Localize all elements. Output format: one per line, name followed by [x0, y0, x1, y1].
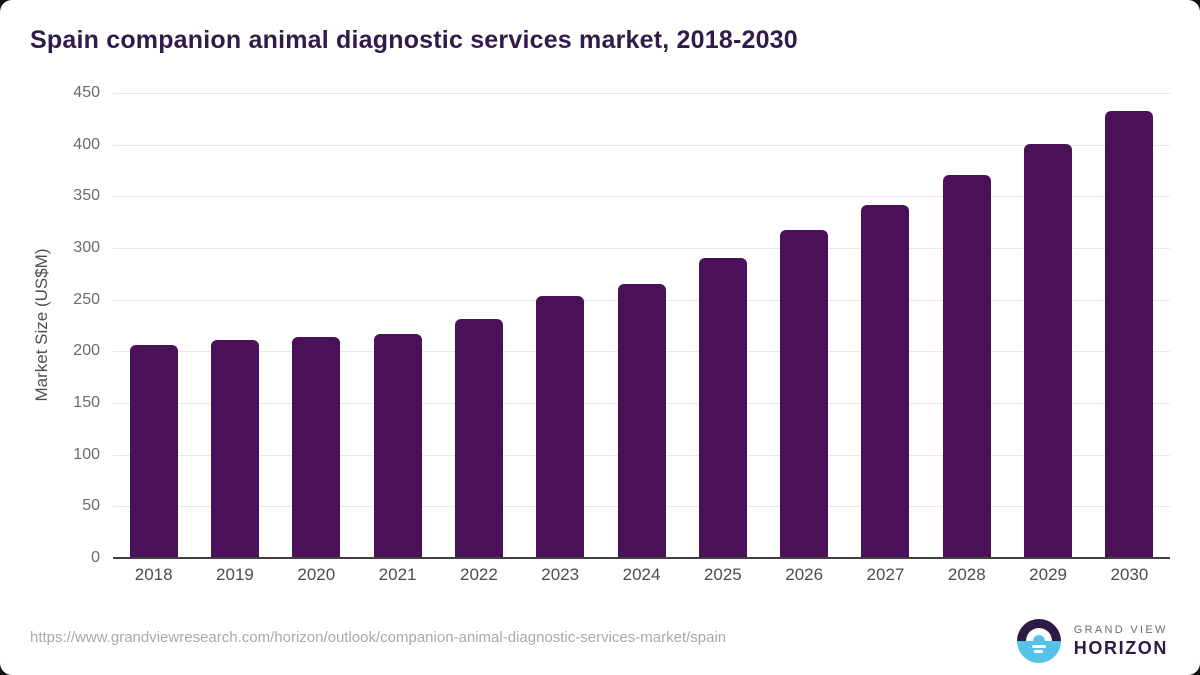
bar-2020[interactable]: [292, 336, 341, 557]
y-tick-350: 350: [73, 187, 100, 205]
x-label-2025: 2025: [703, 565, 742, 584]
bar-slot-2024: [601, 93, 682, 557]
bar-slot-2026: [764, 93, 845, 557]
bar-2024[interactable]: [617, 284, 666, 557]
bar-2025[interactable]: [698, 258, 747, 557]
brand-logo: GRAND VIEW HORIZON: [1016, 619, 1168, 663]
x-label-2018: 2018: [134, 565, 173, 584]
y-tick-250: 250: [73, 290, 100, 308]
horizon-sunset-icon: [1016, 619, 1061, 663]
bar-slot-2030: [1089, 93, 1170, 557]
bar-slot-2023: [520, 93, 601, 557]
logo-product-name: HORIZON: [1073, 637, 1168, 658]
bars-container: [113, 93, 1170, 557]
y-tick-150: 150: [73, 394, 100, 411]
gridline-400: [113, 144, 1170, 146]
bar-slot-2027: [845, 93, 926, 557]
bar-2030[interactable]: [1105, 110, 1154, 557]
logo-brand-name: GRAND VIEW: [1073, 623, 1168, 636]
gridline-300: [113, 248, 1170, 249]
y-tick-labels: 0 50 100 150 200 250 300 350 400 450: [0, 84, 100, 566]
x-axis-labels: 2018 2019 2020 2021 2022 2023 2024 2025 2026 2027…: [113, 565, 1170, 585]
logo-text: GRAND VIEW HORIZON: [1074, 624, 1168, 659]
x-label-2024: 2024: [622, 565, 661, 584]
y-tick-450: 450: [73, 84, 100, 101]
x-label-2028: 2028: [947, 565, 986, 584]
x-axis-line: [113, 557, 1170, 559]
logo-arch-shape: [1025, 628, 1052, 641]
y-tick-300: 300: [73, 239, 100, 256]
bar-2022[interactable]: [454, 319, 503, 557]
bar-2021[interactable]: [373, 333, 422, 557]
plot-area: [113, 93, 1170, 559]
bar-slot-2020: [276, 93, 357, 557]
chart-title: Spain companion animal diagnostic servic…: [30, 26, 798, 54]
bar-slot-2019: [194, 93, 275, 557]
x-label-2021: 2021: [378, 565, 417, 584]
bar-slot-2025: [682, 93, 763, 557]
x-label-2022: 2022: [459, 565, 498, 584]
bar-slot-2022: [438, 93, 519, 557]
x-label-2027: 2027: [866, 565, 905, 584]
x-label-2023: 2023: [541, 565, 580, 584]
y-tick-100: 100: [73, 445, 100, 463]
bar-2026[interactable]: [780, 230, 829, 557]
logo-arch-hole: [1032, 635, 1045, 641]
y-tick-400: 400: [73, 135, 100, 153]
y-tick-200: 200: [73, 342, 100, 360]
bar-2023[interactable]: [536, 295, 585, 557]
bar-2019[interactable]: [210, 340, 259, 557]
x-label-2030: 2030: [1110, 565, 1149, 584]
logo-reflection-line: [1033, 650, 1043, 653]
x-label-2019: 2019: [216, 565, 254, 584]
bar-2029[interactable]: [1024, 143, 1073, 557]
bar-slot-2018: [113, 93, 194, 557]
bar-slot-2028: [926, 93, 1007, 557]
x-label-2029: 2029: [1029, 565, 1067, 584]
bar-slot-2029: [1007, 93, 1088, 557]
bar-2018[interactable]: [129, 345, 178, 557]
x-label-2026: 2026: [785, 565, 824, 584]
y-tick-0: 0: [91, 549, 100, 566]
gridline-350: [113, 196, 1170, 198]
bar-2028[interactable]: [942, 174, 991, 557]
y-tick-50: 50: [82, 497, 100, 515]
bar-2027[interactable]: [861, 204, 910, 557]
source-url: https://www.grandviewresearch.com/horizo…: [30, 629, 727, 646]
logo-reflection-line: [1031, 645, 1046, 648]
bar-slot-2021: [357, 93, 438, 557]
gridline-450: [113, 93, 1170, 94]
x-label-2020: 2020: [297, 565, 336, 584]
